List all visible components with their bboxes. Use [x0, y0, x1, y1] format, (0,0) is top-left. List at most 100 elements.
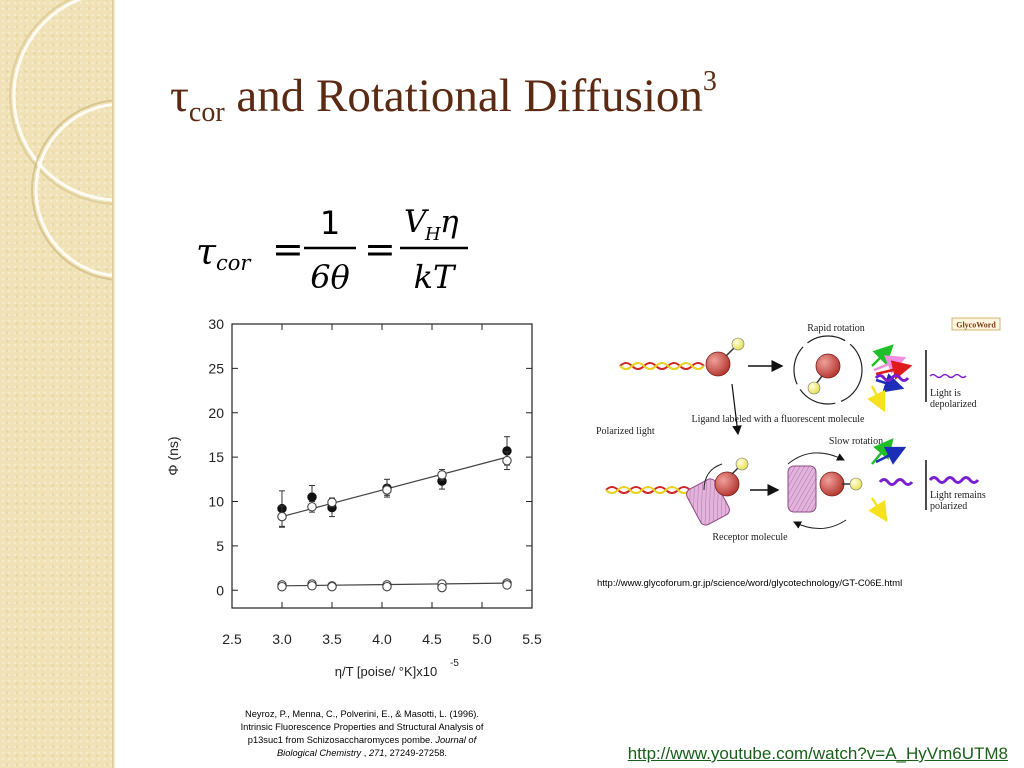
y-tick-label: 25	[208, 360, 224, 376]
ligand-ball-bottom-left	[714, 471, 740, 497]
y-tick-label: 5	[216, 538, 224, 554]
label-light-depolarized-2: depolarized	[930, 399, 977, 410]
label-ligand: Ligand labeled with a fluorescent molecu…	[692, 414, 866, 425]
emission-arrow-yellow-top	[867, 385, 886, 413]
x-tick-label: 4.0	[372, 631, 392, 647]
label-rapid-rotation: Rapid rotation	[807, 323, 865, 334]
fluor-ball-top	[731, 337, 745, 351]
eq-frac1-denominator: 6θ	[310, 258, 350, 295]
data-point-filled	[307, 492, 317, 502]
data-point-open	[277, 511, 287, 522]
wave-top-2	[929, 373, 967, 379]
receptor-arc-bottom-left	[703, 463, 723, 491]
helix-top	[619, 362, 705, 370]
x-tick-label: 5.0	[472, 631, 492, 647]
emission-arrow-yellow-bottom	[868, 497, 888, 523]
citation-line-3: p13suc1 from Schizosaccharomyces pombe.	[247, 735, 436, 745]
ligand-ball-top	[705, 351, 731, 377]
data-point-open	[307, 581, 317, 591]
citation-line-2: Intrinsic Fluorescence Properties and St…	[240, 722, 484, 732]
y-tick-label: 15	[208, 449, 224, 465]
fluor-ball-slow	[849, 477, 863, 491]
emission-arrow-pink-top	[873, 355, 907, 374]
y-tick-label: 20	[208, 405, 224, 421]
title-subscript: cor	[188, 96, 225, 128]
glycoword-logo-box	[951, 317, 1001, 331]
y-tick-label: 30	[208, 316, 224, 332]
plot-fit-lines	[281, 456, 508, 587]
plot-ylabel: Φ (ns)	[165, 436, 181, 475]
eq-equals-1: =	[272, 227, 304, 271]
plot-points	[277, 436, 512, 593]
sidebar-edge	[112, 0, 115, 768]
emission-arrow-green-bottom	[871, 438, 894, 465]
eq-frac2-v: V	[404, 204, 430, 240]
x-tick-label: 3.0	[272, 631, 292, 647]
x-tick-label: 5.5	[522, 631, 542, 647]
ligand-ball-slow	[819, 471, 845, 497]
data-point-open	[437, 582, 447, 593]
eq-lhs-subscript: cor	[216, 251, 252, 275]
deco-ring-large-shadow	[9, 0, 112, 205]
deco-ring-small-shadow	[31, 99, 112, 281]
glycoword-logo: GlycoWord	[956, 321, 996, 330]
eq-frac2-denominator: kT	[414, 258, 457, 295]
citation-separator: ,	[361, 748, 369, 758]
plot-axes	[231, 323, 533, 609]
x-tick-label: 4.5	[422, 631, 442, 647]
x-tick-label: 2.5	[222, 631, 242, 647]
phi-vs-viscosity-plot: 2.5 3.0 3.5 4.0 4.5 5.0 5.5 0 5 10 15 20 25 30 Φ (ns)…	[165, 316, 542, 679]
title-text: and Rotational Diffusion	[224, 70, 703, 122]
wave-top-1	[874, 374, 910, 382]
eq-frac1-numerator: 1	[320, 204, 340, 242]
data-point-open	[437, 470, 447, 480]
data-point-open	[327, 497, 337, 508]
emission-arrow-blue-bottom	[875, 446, 907, 465]
y-tick-label: 0	[216, 582, 224, 598]
citation-line-1: Neyroz, P., Menna, C., Polverini, E., & …	[245, 709, 479, 719]
title-footnote: 3	[702, 66, 717, 97]
emission-arrow-green-top	[871, 344, 894, 367]
label-polarized-light: Polarized light	[596, 426, 655, 437]
eq-equals-2: =	[364, 227, 396, 271]
arrow-ligand-down	[731, 383, 742, 436]
citation: Neyroz, P., Menna, C., Polverini, E., & …	[214, 708, 510, 760]
fit-line	[281, 582, 508, 587]
title-tau: τ	[170, 70, 189, 122]
deco-ring-small	[34, 103, 112, 277]
plot-xlabel: η/T [poise/ °K]x10	[335, 664, 438, 679]
data-point-open	[382, 485, 392, 495]
label-light-remains-2: polarized	[930, 501, 967, 512]
wave-bottom-2	[928, 476, 980, 484]
citation-volume: 271	[368, 748, 385, 758]
data-point-open	[327, 581, 337, 592]
citation-pages: , 27249-27258.	[384, 748, 448, 758]
schematic-source-url: http://www.glycoforum.gr.jp/science/word…	[597, 578, 903, 589]
ligand-ball-rapid	[815, 353, 841, 379]
data-point-open	[382, 581, 392, 592]
fluor-ball-rapid	[807, 381, 821, 395]
citation-journal-1: Journal of	[435, 735, 477, 745]
fluor-ball-bottom-left	[735, 457, 749, 471]
slow-arc-top	[787, 452, 845, 465]
slow-arc-bottom	[793, 519, 847, 529]
label-light-remains-1: Light remains	[930, 490, 986, 501]
emission-arrow-blue-top	[875, 373, 905, 393]
wave-bottom-1	[878, 478, 914, 486]
ligand-link-bottom-left	[731, 467, 739, 475]
ligand-link-top	[725, 347, 735, 357]
data-point-open	[502, 580, 512, 590]
label-receptor: Receptor molecule	[712, 532, 788, 543]
plot-xlabel-exponent: -5	[450, 658, 459, 669]
eq-frac2-eta: η	[440, 204, 459, 240]
emission-arrow-red-top	[875, 360, 913, 380]
label-light-depolarized-1: Light is	[930, 388, 961, 399]
rotation-schematic: GlycoWord Rapid rotation Light is depola…	[596, 317, 1001, 543]
label-slow-rotation: Slow rotation	[829, 436, 883, 447]
y-tick-label: 10	[208, 494, 224, 510]
rapid-rotation-ring	[793, 335, 863, 405]
correlation-time-equation: τ cor = 1 6θ = V H η kT	[196, 204, 468, 295]
plot-tick-labels: 2.5 3.0 3.5 4.0 4.5 5.0 5.5 0 5 10 15 20 25 30	[208, 316, 542, 647]
youtube-video-link[interactable]: http://www.youtube.com/watch?v=A_HyVm6UT…	[627, 744, 1008, 763]
citation-journal-2: Biological Chemistry	[276, 748, 362, 758]
